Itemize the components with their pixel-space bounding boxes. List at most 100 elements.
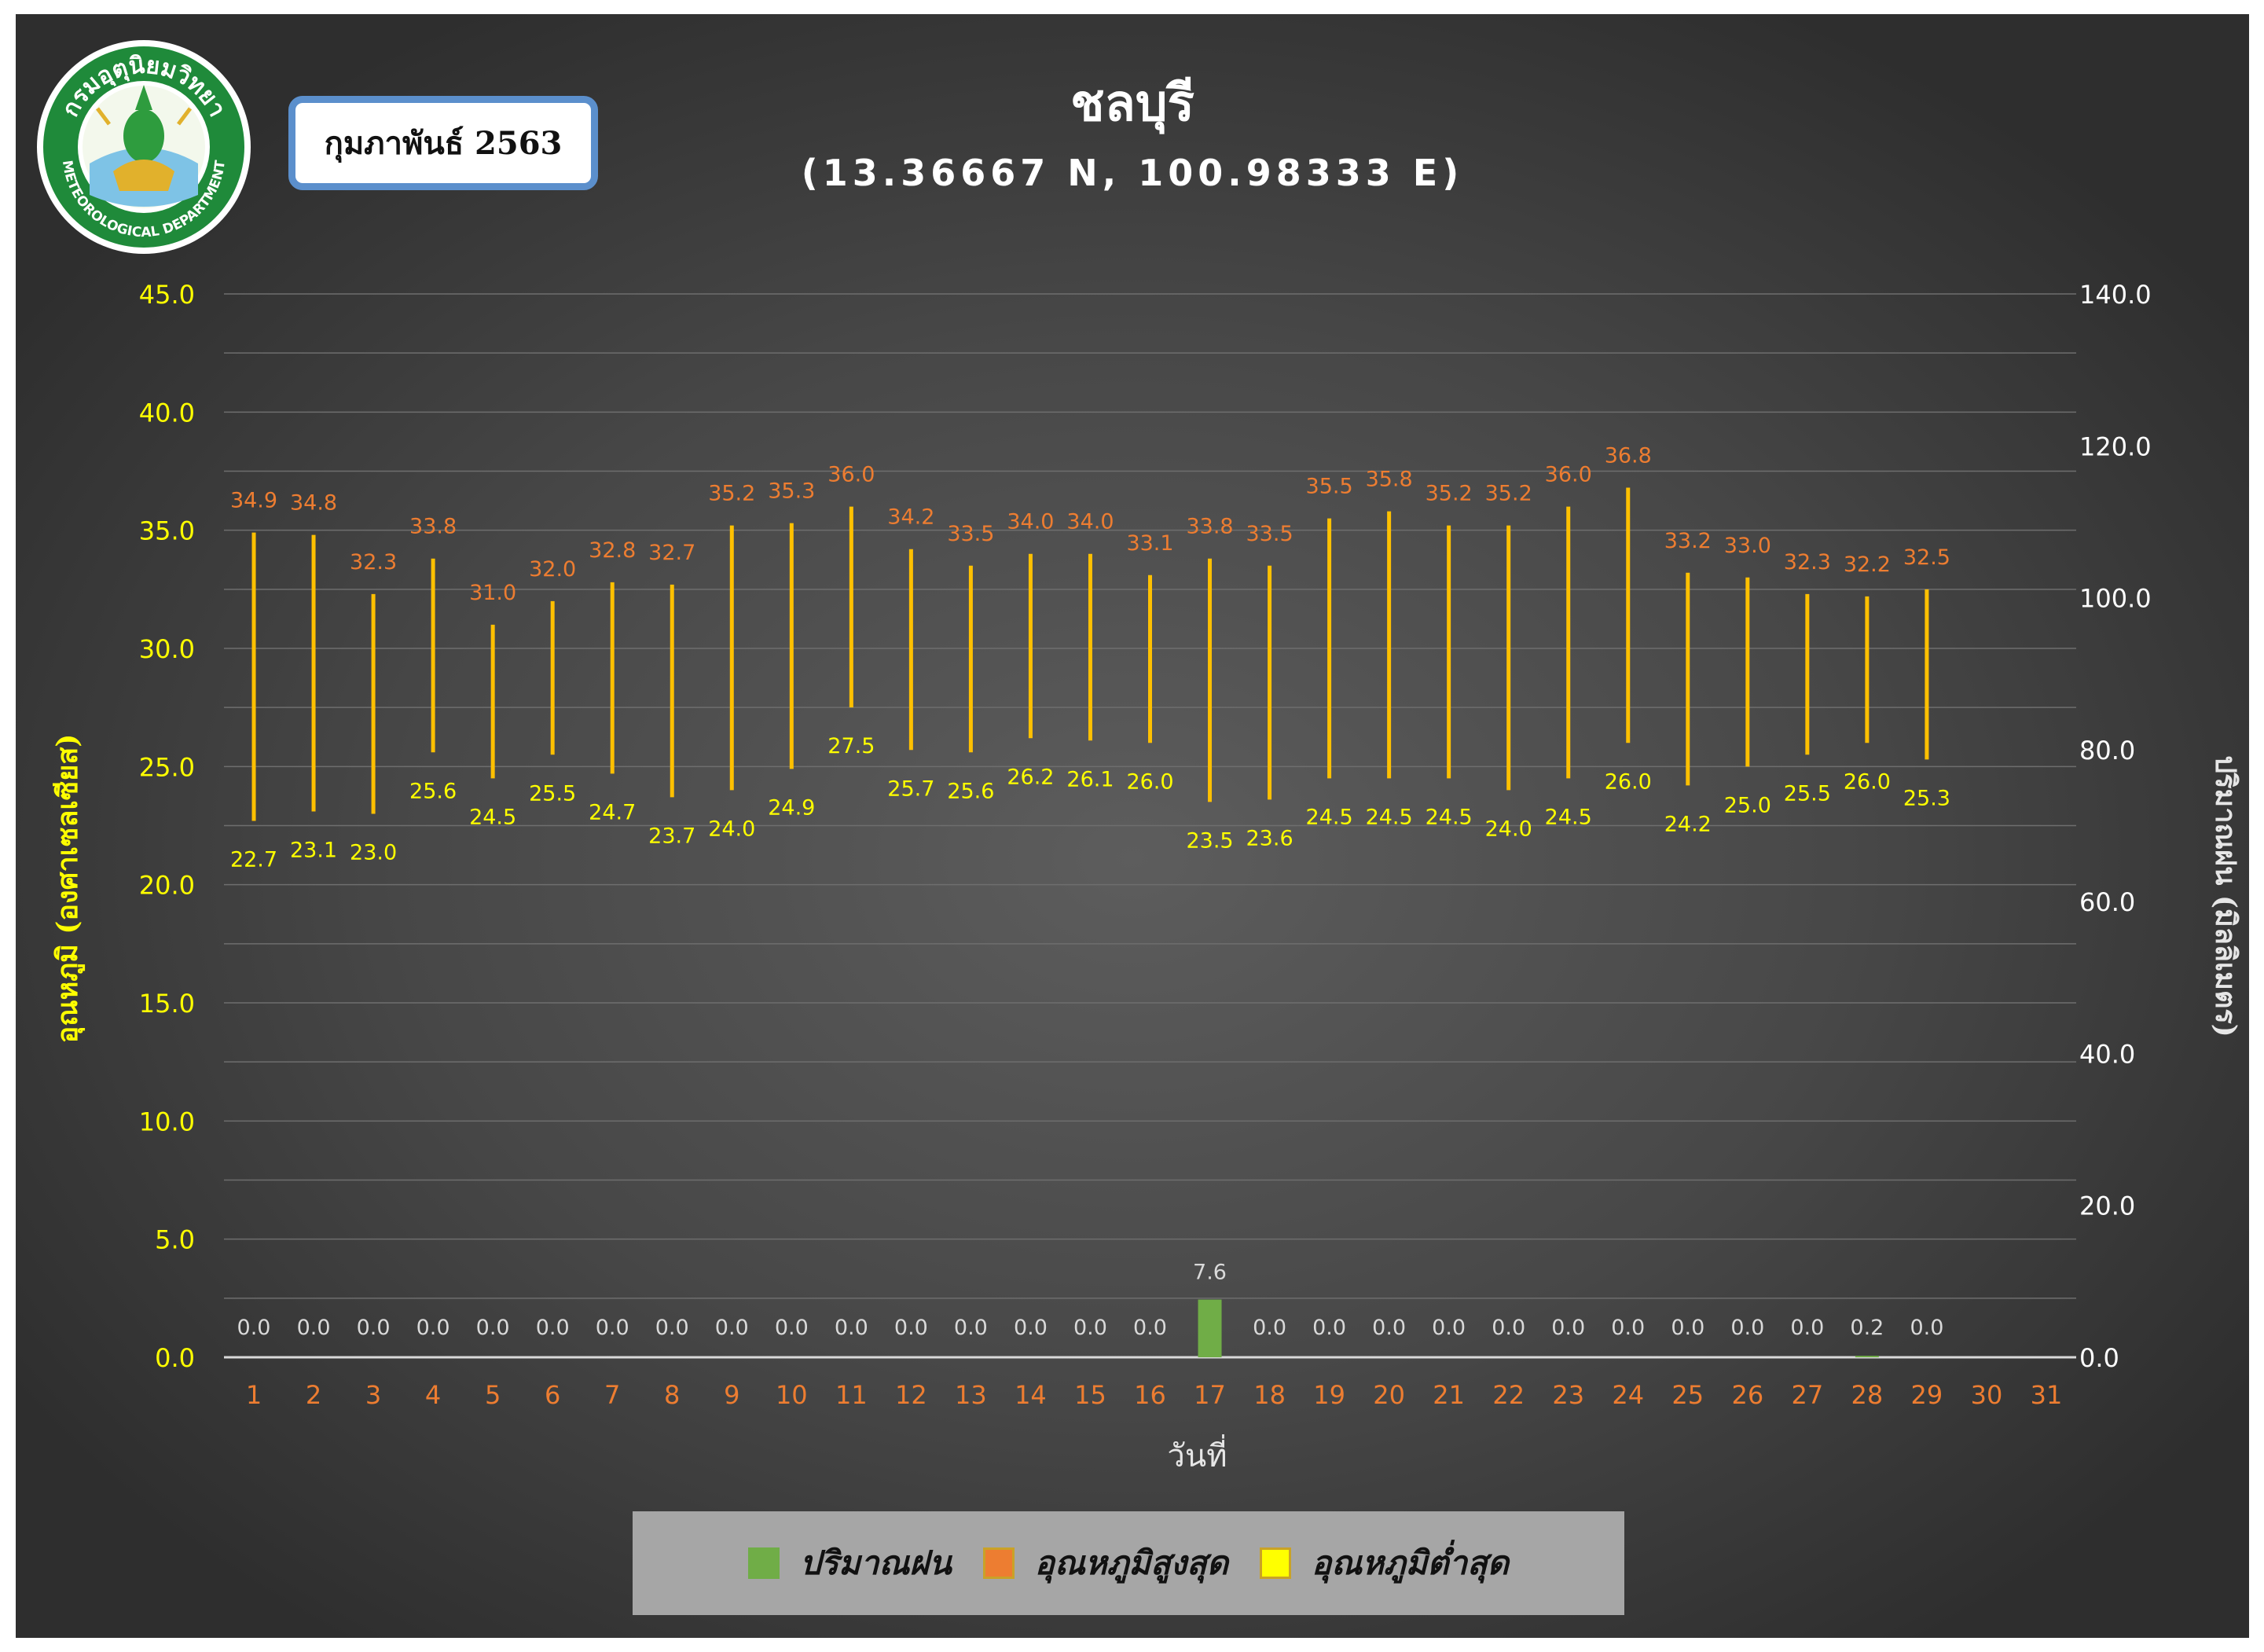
min-temp-label: 24.0 (708, 817, 755, 841)
rain-label: 0.0 (1790, 1316, 1824, 1340)
x-axis-tick: 2 (306, 1380, 321, 1410)
left-axis-tick: 10.0 (139, 1107, 195, 1136)
max-temp-label: 31.0 (469, 581, 516, 605)
max-temp-label: 33.8 (409, 515, 457, 539)
right-axis-tick: 0.0 (2079, 1343, 2119, 1373)
min-temp-label: 22.7 (230, 847, 277, 872)
max-temp-label: 36.0 (827, 463, 875, 487)
x-axis-tick: 21 (1433, 1380, 1465, 1410)
min-temp-label: 25.7 (887, 776, 934, 801)
rain-label: 0.0 (1312, 1316, 1346, 1340)
min-temp-label: 23.1 (290, 838, 337, 862)
max-temp-label: 35.5 (1306, 475, 1353, 499)
left-axis-tick: 15.0 (139, 989, 195, 1019)
max-temp-label: 32.0 (529, 557, 576, 582)
min-temp-label: 25.3 (1903, 786, 1950, 810)
min-temp-label: 25.5 (1784, 781, 1831, 806)
min-temp-label: 24.2 (1664, 812, 1712, 836)
chart-panel: 0.0 5.0 10.0 15.0 20.0 25.0 30.0 35.0 40.0 45.0 0.… (16, 14, 2249, 1638)
right-axis-tick: 100.0 (2079, 584, 2152, 614)
legend-label-rain: ปริมาณฝน (799, 1544, 952, 1582)
max-temp-label: 32.7 (648, 541, 695, 565)
x-axis-tick: 22 (1492, 1380, 1525, 1410)
legend-item-min-temp: อุณหภูมิต่ำสุด (1260, 1537, 1509, 1589)
rain-label: 0.0 (1073, 1316, 1107, 1340)
rain-label: 0.0 (1611, 1316, 1645, 1340)
legend-label-max-temp: อุณหภูมิสูงสุด (1034, 1544, 1229, 1582)
rain-label: 0.0 (894, 1316, 928, 1340)
min-temp-label: 24.5 (1366, 805, 1413, 829)
min-temp-label: 26.0 (1605, 769, 1652, 794)
x-axis-tick: 18 (1253, 1380, 1286, 1410)
x-axis-tick: 16 (1134, 1380, 1166, 1410)
x-axis-tick: 31 (2031, 1380, 2063, 1410)
rain-label: 0.0 (1551, 1316, 1585, 1340)
min-temp-label: 25.6 (409, 779, 457, 803)
min-temp-label: 24.5 (1426, 805, 1473, 829)
left-axis-tick: 20.0 (139, 871, 195, 901)
temperature-rain-chart: 0.05.010.015.020.025.030.035.040.045.00.… (51, 280, 2242, 1474)
right-axis-tick: 60.0 (2079, 887, 2135, 917)
max-temp-label: 35.3 (768, 479, 815, 504)
max-temp-label: 33.1 (1126, 531, 1173, 556)
x-axis-tick: 23 (1552, 1380, 1584, 1410)
x-axis-tick: 6 (545, 1380, 560, 1410)
legend-label-min-temp: อุณหภูมิต่ำสุด (1312, 1544, 1510, 1582)
x-axis-tick: 11 (835, 1380, 868, 1410)
rain-label: 0.0 (536, 1316, 570, 1340)
x-axis-tick: 13 (955, 1380, 987, 1410)
x-axis-tick: 9 (724, 1380, 739, 1410)
x-axis-tick: 27 (1791, 1380, 1823, 1410)
max-temp-label: 33.5 (1246, 522, 1293, 546)
legend-swatch-min-temp (1260, 1547, 1292, 1579)
rain-label: 0.0 (715, 1316, 749, 1340)
x-axis-tick: 26 (1731, 1380, 1763, 1410)
max-temp-label: 36.0 (1545, 463, 1592, 487)
rain-label: 0.0 (835, 1316, 868, 1340)
max-temp-label: 34.9 (230, 489, 277, 513)
right-axis-label: ปริมาณฝน (มิลลิเมตร) (2209, 755, 2242, 1037)
rain-label: 0.0 (476, 1316, 510, 1340)
legend-item-max-temp: อุณหภูมิสูงสุด (982, 1537, 1229, 1589)
chart-subtitle: (13.36667 N, 100.98333 E) (801, 152, 1464, 194)
min-temp-label: 23.5 (1186, 828, 1233, 853)
min-temp-label: 26.0 (1844, 769, 1891, 794)
x-axis-tick: 10 (776, 1380, 808, 1410)
left-axis-tick: 30.0 (139, 634, 195, 664)
legend-swatch-max-temp (982, 1547, 1015, 1579)
rain-label: 0.0 (1014, 1316, 1048, 1340)
min-temp-label: 27.5 (827, 734, 875, 758)
rain-label: 0.0 (655, 1316, 689, 1340)
left-axis-label: อุณหภูมิ (องศาเซลเซียส) (51, 734, 86, 1044)
max-temp-label: 32.8 (589, 538, 636, 563)
max-temp-label: 33.0 (1724, 534, 1771, 558)
left-axis-tick: 0.0 (155, 1343, 195, 1373)
max-temp-label: 36.8 (1605, 444, 1652, 468)
legend-swatch-rain (747, 1547, 780, 1579)
right-axis-tick: 80.0 (2079, 736, 2135, 765)
min-temp-label: 24.5 (1306, 805, 1353, 829)
min-temp-label: 24.5 (469, 805, 516, 829)
x-axis-tick: 29 (1911, 1380, 1943, 1410)
x-axis-tick: 30 (1971, 1380, 2003, 1410)
rain-label: 0.0 (1492, 1316, 1525, 1340)
min-temp-label: 24.9 (768, 795, 815, 820)
right-axis-tick: 120.0 (2079, 431, 2152, 461)
x-axis-tick: 7 (604, 1380, 620, 1410)
min-temp-label: 24.5 (1545, 805, 1592, 829)
max-temp-label: 34.0 (1066, 510, 1114, 534)
x-axis-tick: 17 (1194, 1380, 1226, 1410)
x-axis-tick: 25 (1671, 1380, 1704, 1410)
rain-label: 0.0 (237, 1316, 271, 1340)
x-axis-label: วันที่ (1167, 1434, 1227, 1474)
max-temp-label: 33.5 (947, 522, 994, 546)
left-axis-tick: 40.0 (139, 398, 195, 428)
min-temp-label: 25.5 (529, 781, 576, 806)
x-axis-tick: 5 (485, 1380, 501, 1410)
chart-title: ชลบุรี (1070, 75, 1194, 133)
rain-label: 0.0 (775, 1316, 809, 1340)
x-axis-tick: 3 (365, 1380, 381, 1410)
rain-label: 0.0 (357, 1316, 391, 1340)
min-temp-label: 23.7 (648, 824, 695, 848)
max-temp-label: 32.2 (1844, 553, 1891, 577)
